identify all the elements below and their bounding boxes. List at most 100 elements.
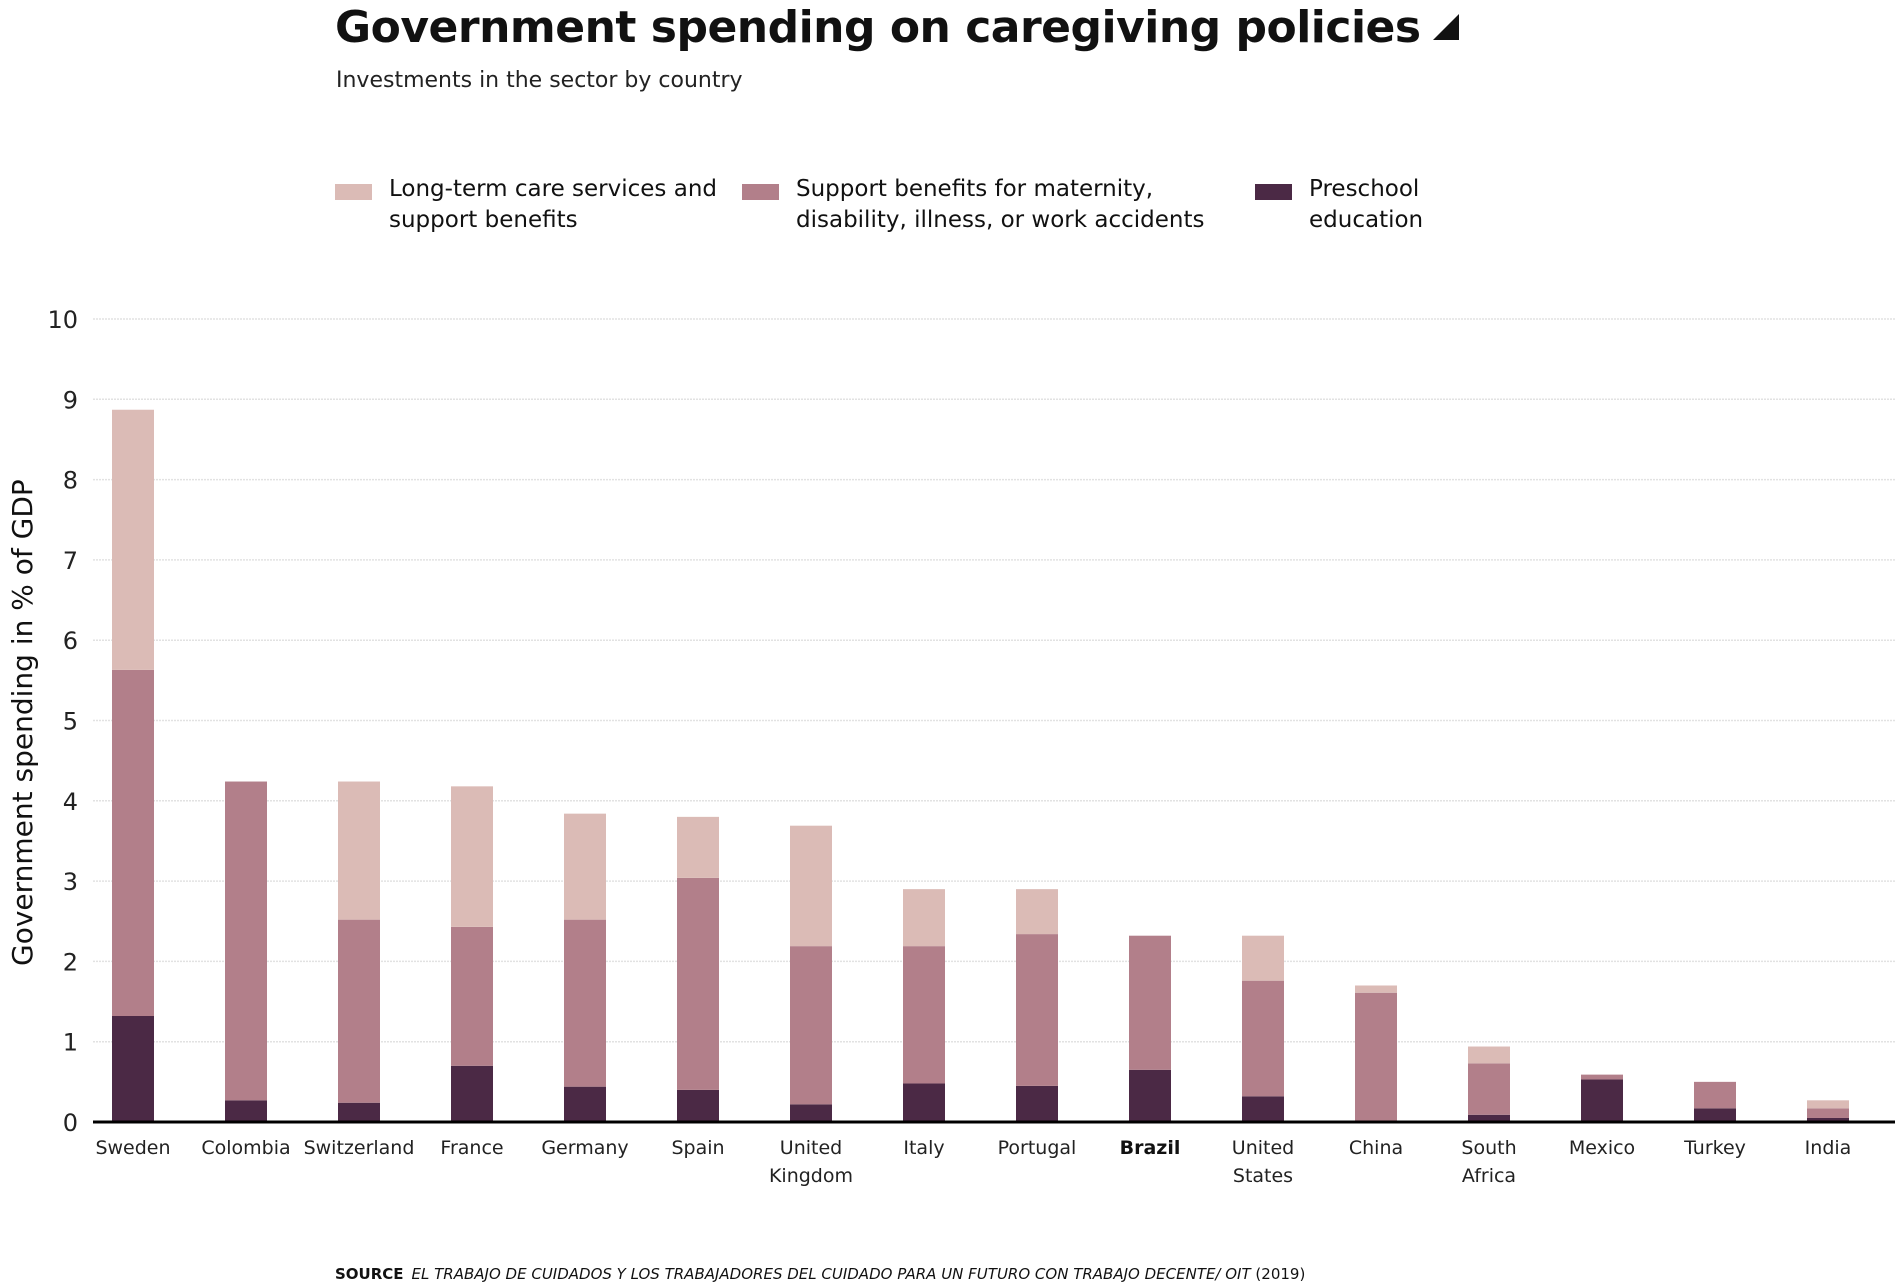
bar-segment-support	[1468, 1063, 1510, 1115]
bar-segment-support	[1129, 935, 1171, 1070]
bar-segment-longterm	[903, 889, 945, 947]
y-tick-label: 0	[63, 1109, 78, 1137]
legend-item-support: Support benefits for maternity, disabili…	[742, 174, 1216, 236]
corner-triangle-icon	[1432, 14, 1459, 40]
gridlines	[93, 318, 1895, 1043]
bar-segment-support	[677, 877, 719, 1090]
x-tick-label: Portugal	[998, 1137, 1077, 1159]
bar-segment-support	[225, 781, 267, 1101]
x-tick-label: Brazil	[1120, 1137, 1181, 1159]
bar-segment-preschool	[225, 1100, 267, 1122]
chart-title: Government spending on caregiving polici…	[335, 2, 1459, 53]
bar-segment-support	[903, 946, 945, 1084]
x-tick-label: Colombia	[201, 1137, 290, 1159]
bars	[112, 409, 1849, 1122]
bar-segment-preschool	[112, 1016, 154, 1122]
y-tick-label: 10	[47, 306, 78, 334]
y-tick-label: 3	[63, 868, 78, 896]
x-tick-label: Sweden	[95, 1137, 170, 1159]
bar-stack	[1129, 935, 1171, 1122]
bar-segment-preschool	[1242, 1096, 1284, 1122]
bar-segment-longterm	[451, 786, 493, 927]
bar-segment-support	[1694, 1081, 1736, 1109]
x-tick-label: Germany	[541, 1137, 628, 1159]
bar-segment-preschool	[451, 1065, 493, 1122]
legend-label-longterm: Long-term care services and support bene…	[389, 176, 717, 233]
bar-stack	[225, 781, 267, 1122]
bar-segment-support	[1242, 980, 1284, 1097]
bar-segment-longterm	[1468, 1046, 1510, 1064]
legend-item-preschool: Preschool education	[1255, 174, 1449, 236]
bar-stack	[1694, 1081, 1736, 1122]
y-axis-ticks: 0 1 2 3 4 5 6 7 8 9 10	[47, 306, 78, 1137]
bar-segment-support	[1016, 934, 1058, 1086]
bar-segment-preschool	[677, 1089, 719, 1122]
x-tick-label: Switzerland	[304, 1137, 415, 1159]
legend-label-support: Support benefits for maternity, disabili…	[796, 176, 1205, 233]
x-axis-labels: Sweden Colombia Switzerland France Germany Sp…	[95, 1137, 1851, 1187]
bar-stack	[338, 781, 380, 1122]
x-tick-label: France	[440, 1137, 503, 1159]
chart-subtitle: Investments in the sector by country	[336, 68, 743, 93]
bar-segment-preschool	[1807, 1117, 1849, 1122]
bar-segment-longterm	[1355, 985, 1397, 993]
chart-title-text: Government spending on caregiving polici…	[335, 2, 1421, 53]
x-tick-label: Mexico	[1569, 1137, 1635, 1159]
y-tick-label: 5	[63, 708, 78, 736]
bar-segment-preschool	[1468, 1114, 1510, 1122]
y-tick-label: 2	[63, 948, 78, 976]
bar-segment-longterm	[112, 409, 154, 670]
bar-segment-support	[338, 919, 380, 1103]
bar-stack	[112, 409, 154, 1122]
legend-swatch-preschool	[1255, 184, 1292, 200]
bar-segment-longterm	[790, 825, 832, 947]
bar-segment-longterm	[1807, 1100, 1849, 1109]
source-note: SOURCE EL TRABAJO DE CUIDADOS Y LOS TRABA…	[335, 1265, 1305, 1283]
bar-segment-preschool	[1694, 1108, 1736, 1122]
bar-stack	[677, 816, 719, 1122]
bar-segment-preschool	[790, 1104, 832, 1122]
bar-segment-longterm	[677, 816, 719, 878]
x-tick-label: China	[1349, 1137, 1403, 1159]
legend-item-longterm: Long-term care services and support bene…	[335, 174, 729, 236]
bar-stack	[1581, 1074, 1623, 1122]
bar-segment-support	[1581, 1074, 1623, 1080]
y-tick-label: 1	[63, 1029, 78, 1057]
bar-stack	[790, 825, 832, 1122]
bar-segment-support	[1355, 992, 1397, 1122]
x-tick-label: Spain	[671, 1137, 724, 1159]
bar-segment-support	[451, 926, 493, 1066]
bar-stack	[1807, 1100, 1849, 1122]
x-tick-label: India	[1805, 1137, 1852, 1159]
bar-segment-support	[564, 919, 606, 1087]
y-tick-label: 6	[63, 627, 78, 655]
bar-stack	[1355, 985, 1397, 1122]
y-tick-label: 7	[63, 547, 78, 575]
bar-stack	[1468, 1046, 1510, 1122]
bar-stack	[564, 813, 606, 1122]
bar-segment-preschool	[1129, 1069, 1171, 1122]
bar-segment-preschool	[1016, 1085, 1058, 1122]
x-tick-label: Turkey	[1683, 1137, 1746, 1159]
bar-segment-longterm	[1016, 889, 1058, 935]
y-tick-label: 9	[63, 386, 78, 414]
y-tick-label: 4	[63, 788, 78, 816]
x-tick-label: South Africa	[1461, 1137, 1516, 1187]
bar-stack	[1242, 935, 1284, 1122]
bar-stack	[903, 889, 945, 1122]
x-tick-label: United States	[1232, 1137, 1294, 1187]
legend-swatch-longterm	[335, 184, 372, 200]
bar-segment-longterm	[1242, 935, 1284, 981]
bar-segment-support	[112, 669, 154, 1017]
bar-stack	[451, 786, 493, 1122]
source-title: EL TRABAJO DE CUIDADOS Y LOS TRABAJADORE…	[411, 1265, 1251, 1283]
bar-segment-preschool	[564, 1086, 606, 1122]
x-tick-label: United Kingdom	[769, 1137, 853, 1187]
legend-label-preschool: Preschool education	[1309, 176, 1424, 233]
bar-segment-longterm	[338, 781, 380, 920]
x-tick-label: Italy	[903, 1137, 944, 1159]
bar-segment-support	[790, 946, 832, 1105]
legend-swatch-support	[742, 184, 779, 200]
bar-stack	[1016, 889, 1058, 1122]
